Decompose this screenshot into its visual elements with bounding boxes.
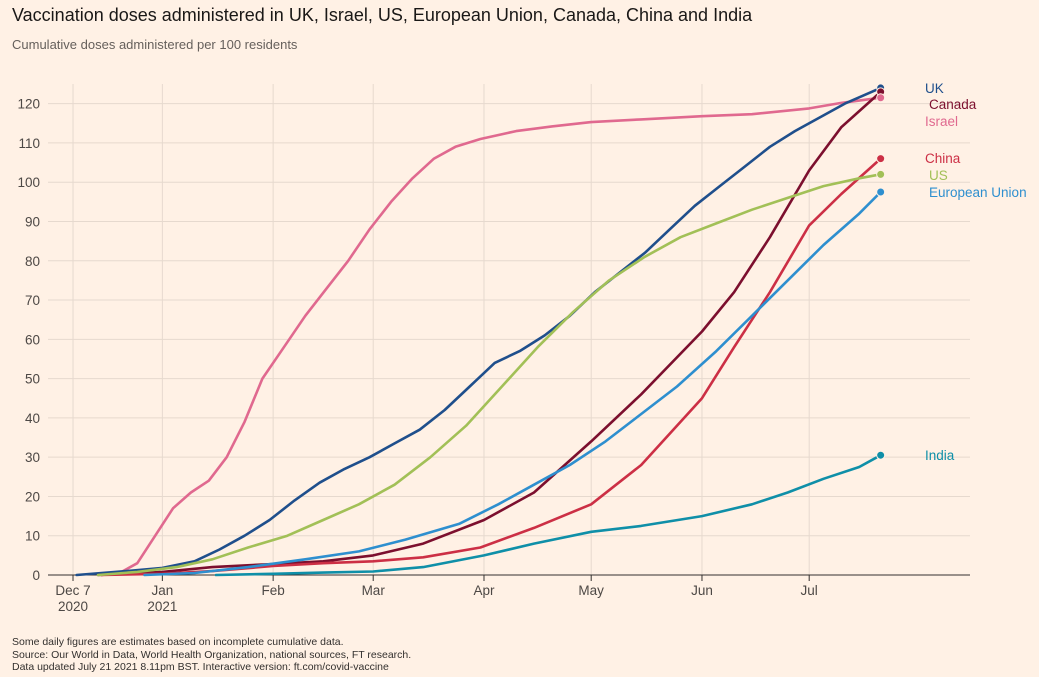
y-tick-label: 20 — [25, 489, 40, 504]
chart-subtitle: Cumulative doses administered per 100 re… — [12, 37, 298, 52]
x-tick-label: Feb — [262, 583, 285, 598]
series-line-uk — [75, 86, 882, 577]
end-dot-us — [876, 169, 886, 179]
end-dot-european-union — [876, 187, 886, 197]
x-tick-label: Jun — [691, 583, 713, 598]
series-line-us — [96, 173, 882, 577]
y-tick-label: 70 — [25, 293, 40, 308]
end-dot-china — [876, 154, 886, 164]
series-label-european-union: European Union — [929, 185, 1027, 200]
y-tick-label: 0 — [32, 568, 40, 583]
x-tick-label: Apr — [473, 583, 495, 598]
series-line-india — [214, 453, 882, 577]
x-tick-sublabel: 2021 — [147, 599, 177, 614]
y-tick-label: 40 — [25, 411, 40, 426]
y-tick-label: 50 — [25, 372, 40, 387]
series-line-canada — [96, 90, 882, 577]
end-dot-israel — [876, 93, 886, 103]
x-tick-label: Dec 7 — [55, 583, 90, 598]
x-tick-label: Jul — [801, 583, 818, 598]
x-tick-label: Jan — [151, 583, 173, 598]
series-line-israel — [100, 96, 882, 577]
y-tick-label: 90 — [25, 214, 40, 229]
y-tick-label: 80 — [25, 254, 40, 269]
series-label-us: US — [929, 168, 948, 183]
footer-source: Source: Our World in Data, World Health … — [12, 648, 412, 661]
y-tick-label: 10 — [25, 529, 40, 544]
y-tick-label: 30 — [25, 450, 40, 465]
series-label-uk: UK — [925, 81, 944, 96]
x-tick-label: May — [578, 583, 604, 598]
y-tick-label: 110 — [18, 136, 40, 151]
x-tick-label: Mar — [362, 583, 386, 598]
footer-updated: Data updated July 21 2021 8.11pm BST. In… — [12, 661, 389, 673]
chart-title: Vaccination doses administered in UK, Is… — [12, 5, 753, 25]
x-tick-sublabel: 2020 — [58, 599, 88, 614]
footer-note: Some daily figures are estimates based o… — [12, 636, 344, 648]
series-label-canada: Canada — [929, 97, 977, 112]
series-line-european-union — [143, 190, 882, 577]
series-label-israel: Israel — [925, 114, 958, 129]
y-tick-label: 120 — [17, 97, 40, 112]
y-tick-label: 100 — [17, 175, 40, 190]
series-label-india: India — [925, 448, 955, 463]
series-label-china: China — [925, 151, 961, 166]
end-dot-india — [876, 450, 886, 460]
y-tick-label: 60 — [25, 332, 40, 347]
footer: Some daily figures are estimates based o… — [12, 636, 411, 674]
